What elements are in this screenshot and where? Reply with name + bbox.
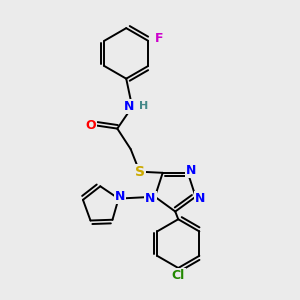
Text: F: F — [155, 32, 164, 45]
Text: N: N — [195, 192, 205, 205]
Text: Cl: Cl — [172, 269, 185, 282]
Text: N: N — [186, 164, 197, 177]
Text: N: N — [145, 192, 156, 205]
Text: O: O — [85, 119, 96, 132]
Text: S: S — [135, 165, 145, 179]
Text: N: N — [115, 190, 125, 203]
Text: H: H — [139, 101, 148, 111]
Text: N: N — [124, 100, 134, 113]
